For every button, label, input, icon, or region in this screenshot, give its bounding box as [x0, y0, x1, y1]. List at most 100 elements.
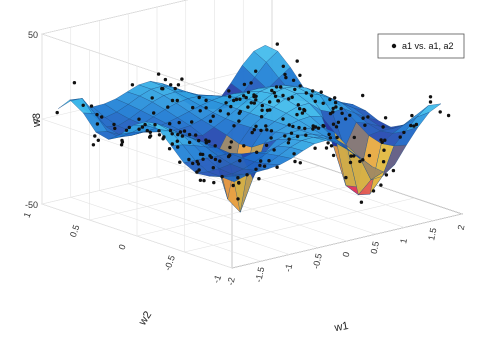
scatter-point: [152, 111, 156, 115]
scatter-point: [311, 89, 315, 93]
scatter-point: [160, 86, 164, 91]
scatter-point: [293, 87, 297, 92]
scatter-point: [187, 140, 192, 145]
scatter-point: [384, 173, 389, 177]
scatter-point: [281, 117, 285, 121]
scatter-point: [275, 165, 279, 169]
scatter-point: [237, 111, 241, 115]
scatter-point: [127, 125, 131, 130]
scatter-point: [260, 108, 264, 113]
scatter-point: [130, 83, 135, 87]
scatter-point: [228, 95, 232, 99]
scatter-point: [367, 153, 372, 158]
scatter-point: [208, 119, 213, 123]
scatter-point: [287, 97, 291, 101]
scatter-point: [119, 143, 124, 147]
scatter-point: [259, 115, 264, 119]
scatter-point: [297, 125, 301, 130]
scatter-point: [257, 177, 261, 181]
scatter-point: [254, 69, 258, 73]
scatter-point: [262, 164, 267, 168]
x-tick-label: 1: [398, 237, 409, 244]
scatter-point: [246, 90, 251, 95]
scatter-point: [273, 94, 278, 99]
scatter-point: [236, 176, 240, 180]
scatter-point: [254, 124, 258, 128]
scatter-point: [211, 114, 215, 118]
scatter-point: [336, 120, 341, 125]
scatter-point: [180, 77, 184, 81]
scatter-point: [412, 124, 416, 128]
scatter-point: [339, 106, 343, 111]
scatter-point: [334, 105, 338, 109]
z-tick-label: 50: [28, 30, 38, 40]
scatter-point: [295, 134, 300, 139]
y-tick-label: -0.5: [162, 254, 177, 272]
scatter-point: [281, 93, 285, 98]
scatter-point: [313, 125, 318, 129]
scatter-points: [55, 42, 451, 204]
scatter-point: [96, 138, 101, 142]
scatter-point: [270, 88, 274, 93]
scatter-point: [202, 178, 206, 183]
scatter-point: [237, 119, 241, 123]
scatter-point: [207, 139, 211, 143]
scatter-point: [321, 101, 325, 106]
scatter-point: [191, 105, 195, 110]
scatter-point: [316, 126, 321, 130]
y-tick-label: 0: [117, 243, 128, 251]
scatter-point: [380, 140, 384, 144]
scatter-point: [254, 167, 258, 171]
scatter-point: [279, 85, 283, 89]
scatter-point: [204, 138, 208, 142]
scatter-point: [249, 101, 253, 105]
scatter-point: [311, 127, 315, 131]
scatter-point: [296, 103, 300, 107]
scatter-point: [170, 98, 175, 103]
x-tick-label: 0.5: [369, 240, 381, 254]
scatter-point: [236, 197, 240, 201]
scatter-point: [175, 139, 179, 143]
scatter-point: [254, 94, 258, 99]
scatter-point: [124, 128, 129, 132]
scatter-point: [220, 174, 224, 179]
scatter-point: [402, 130, 406, 135]
scatter-point: [72, 81, 77, 85]
scatter-point: [293, 159, 297, 164]
scatter-point: [167, 147, 172, 151]
x-tick-label: -0.5: [311, 252, 324, 269]
scatter-point: [228, 145, 232, 150]
scatter-point: [259, 128, 263, 133]
scatter-point: [232, 124, 236, 128]
scatter-point: [292, 152, 296, 156]
scatter-point: [331, 153, 336, 158]
scatter-point: [120, 140, 125, 144]
scatter-point: [260, 103, 264, 108]
scatter-point: [95, 112, 99, 117]
scatter-point: [398, 135, 402, 139]
scatter-point: [169, 83, 173, 87]
scatter-point: [204, 141, 208, 145]
scatter-point: [382, 148, 386, 152]
y-tick-label: 1: [22, 211, 33, 219]
scatter-point: [93, 134, 97, 138]
scatter-point: [237, 180, 241, 185]
scatter-point: [446, 113, 451, 118]
scatter-point: [321, 123, 325, 128]
scatter-point: [295, 59, 299, 63]
scatter-point: [224, 101, 228, 105]
y-axis-label: w2: [136, 309, 154, 328]
scatter-point: [168, 122, 172, 126]
scatter-point: [238, 159, 242, 163]
scatter-point: [163, 77, 168, 82]
scatter-point: [180, 134, 185, 138]
scatter-point: [55, 110, 59, 115]
scatter-point: [175, 98, 179, 103]
scatter-point: [361, 93, 365, 98]
scatter-point: [333, 100, 338, 105]
scatter-point: [244, 95, 248, 100]
scatter-point: [361, 116, 365, 120]
scatter-point: [162, 135, 166, 139]
scatter-point: [255, 150, 259, 154]
